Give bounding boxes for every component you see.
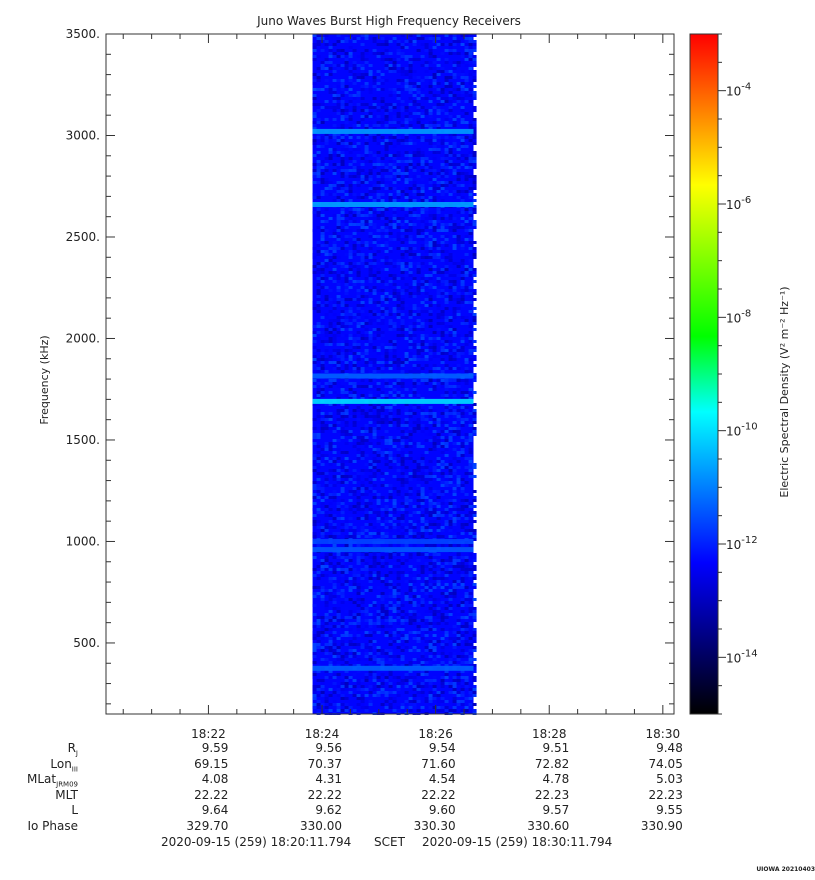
emission-line-3 xyxy=(312,398,474,404)
ephemeris-value: 330.60 xyxy=(527,818,570,833)
ephemeris-row-label: MLT xyxy=(55,787,78,802)
x-tick-label: 18:30 xyxy=(646,727,681,741)
colorbar: 10-14 10-12 10-10 10-8 10-6 10-4 xyxy=(689,33,758,715)
ephemeris-value: 22.23 xyxy=(648,787,683,802)
spectrogram-noise xyxy=(312,34,477,715)
ephemeris-value: 74.05 xyxy=(648,756,683,771)
ephemeris-value: 5.03 xyxy=(656,772,683,786)
ephemeris-value: 4.31 xyxy=(315,772,343,786)
chart-title: Juno Waves Burst High Frequency Receiver… xyxy=(256,14,521,28)
y-tick-label: 1000. xyxy=(66,534,100,548)
emission-line-4 xyxy=(312,538,474,544)
ephemeris-value: 4.78 xyxy=(542,772,570,786)
emission-line-2 xyxy=(312,373,474,379)
ephemeris-value: 22.23 xyxy=(534,787,570,802)
x-tick-label: 18:24 xyxy=(305,727,340,741)
ephemeris-row-label: MLatJRM09 xyxy=(27,772,78,789)
plot-area: 500. 1000. 1500. 2000. 2500. 3000. 3500. 18:22 1… xyxy=(66,27,680,741)
colorbar-tick-label: 10-10 xyxy=(726,422,758,439)
ephemeris-row-label: LonIII xyxy=(50,756,78,773)
ephemeris-value: 4.54 xyxy=(428,772,456,786)
start-time: 2020-09-15 (259) 18:20:11.794 xyxy=(161,835,352,849)
ephemeris-value: 329.70 xyxy=(186,818,229,833)
ephemeris-value: 9.60 xyxy=(428,803,456,817)
ephemeris-value: 71.60 xyxy=(421,756,456,771)
y-tick-label: 3000. xyxy=(66,128,100,142)
colorbar-tick-label: 10-4 xyxy=(726,82,751,99)
emission-line-0 xyxy=(312,128,474,134)
y-tick-label: 2500. xyxy=(66,230,100,244)
ephemeris-value: 9.64 xyxy=(201,803,229,817)
emission-line-6 xyxy=(312,665,474,671)
y-tick-label: 2000. xyxy=(66,331,100,345)
emission-line-1 xyxy=(312,202,474,208)
y-tick-label: 3500. xyxy=(66,27,100,41)
colorbar-gradient xyxy=(689,33,719,715)
ephemeris-row-label: RJ xyxy=(67,741,78,758)
y-tick-label: 1500. xyxy=(66,433,100,447)
ephemeris-value: 9.56 xyxy=(315,741,343,755)
ephemeris-value: 22.22 xyxy=(307,787,343,802)
spectrogram-chart: Juno Waves Burst High Frequency Receiver… xyxy=(38,14,791,741)
credit-label: UIOWA 20210403 xyxy=(756,866,815,873)
x-tick-label: 18:22 xyxy=(191,727,226,741)
ephemeris-value: 4.08 xyxy=(201,772,229,786)
x-tick-label: 18:26 xyxy=(418,727,453,741)
end-time: 2020-09-15 (259) 18:30:11.794 xyxy=(422,835,613,849)
ephemeris-value: 330.30 xyxy=(413,818,456,833)
colorbar-label: Electric Spectral Density (V² m⁻² Hz⁻¹) xyxy=(778,286,791,497)
colorbar-tick-label: 10-6 xyxy=(726,195,751,212)
ephemeris-row-label: L xyxy=(71,803,78,817)
x-tick-label: 18:28 xyxy=(532,727,567,741)
ephemeris-value: 70.37 xyxy=(307,756,343,771)
ephemeris-value: 22.22 xyxy=(194,787,229,802)
ephemeris-value: 330.00 xyxy=(300,818,343,833)
ephemeris-value: 9.62 xyxy=(315,803,343,817)
y-axis-label: Frequency (kHz) xyxy=(38,335,51,424)
colorbar-tick-label: 10-12 xyxy=(726,535,758,552)
ephemeris-row-label: Io Phase xyxy=(27,818,78,833)
ephemeris-value: 9.55 xyxy=(656,803,683,817)
ephemeris-value: 22.22 xyxy=(421,787,456,802)
colorbar-tick-label: 10-14 xyxy=(726,648,758,665)
colorbar-tick-label: 10-8 xyxy=(726,308,751,325)
ephemeris-value: 9.59 xyxy=(201,741,229,755)
emission-line-5 xyxy=(312,547,474,553)
ephemeris-value: 69.15 xyxy=(194,756,229,771)
ephemeris-value: 330.90 xyxy=(640,818,683,833)
ephemeris-value: 9.48 xyxy=(656,741,683,755)
scet-label: SCET xyxy=(374,835,405,849)
plot-frame xyxy=(105,33,675,715)
ephemeris-value: 9.51 xyxy=(542,741,570,755)
y-tick-label: 500. xyxy=(73,636,100,650)
ephemeris-value: 9.54 xyxy=(428,741,456,755)
ephemeris-value: 9.57 xyxy=(542,803,570,817)
ephemeris-value: 72.82 xyxy=(534,756,570,771)
